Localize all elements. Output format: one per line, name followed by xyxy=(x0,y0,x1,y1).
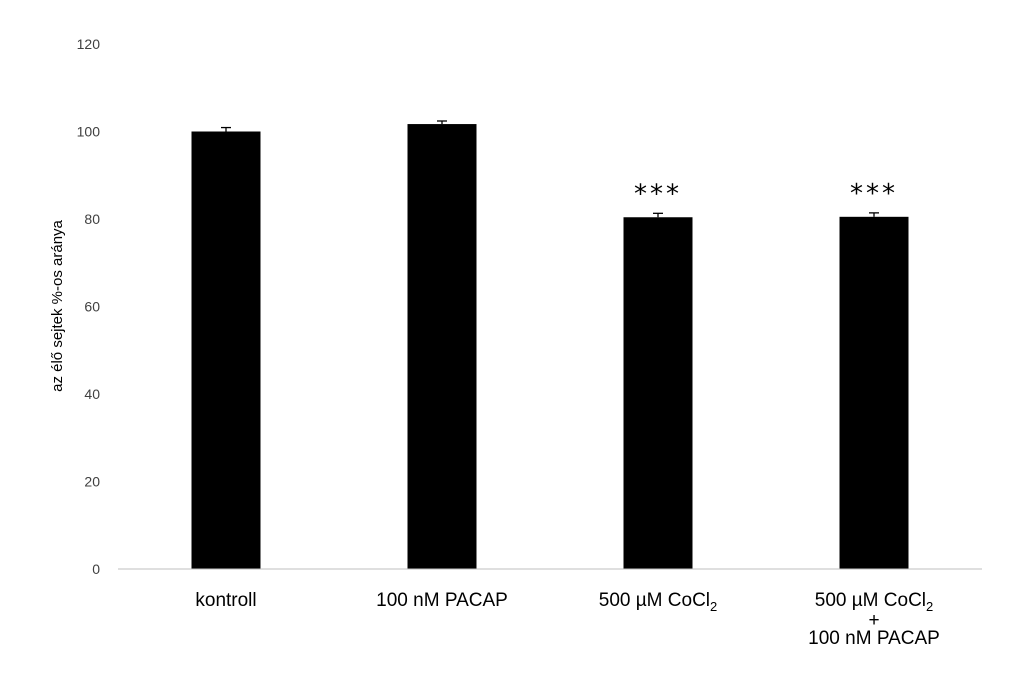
svg-text:500 µM CoCl2: 500 µM CoCl2 xyxy=(815,590,934,614)
y-tick-label: 40 xyxy=(84,386,100,402)
svg-text:500 µM CoCl2: 500 µM CoCl2 xyxy=(599,590,718,614)
y-tick-label: 80 xyxy=(84,211,100,227)
y-tick-label: 0 xyxy=(92,561,100,577)
svg-text:100 nM PACAP: 100 nM PACAP xyxy=(376,590,508,611)
svg-text:100 nM PACAP: 100 nM PACAP xyxy=(808,628,940,649)
bar xyxy=(839,216,909,569)
error-bar xyxy=(437,120,447,125)
error-bar xyxy=(869,212,879,217)
error-bar xyxy=(653,212,663,218)
bar xyxy=(623,217,693,569)
x-category-label: kontroll xyxy=(195,590,256,611)
bars xyxy=(191,124,909,569)
y-tick-label: 100 xyxy=(77,124,101,140)
bar xyxy=(191,131,261,569)
y-tick-label: 60 xyxy=(84,299,100,315)
svg-text:+: + xyxy=(868,610,879,631)
bar xyxy=(407,124,477,569)
x-category-label: 100 nM PACAP xyxy=(376,590,508,611)
y-tick-label: 120 xyxy=(77,36,101,52)
y-axis-label: az élő sejtek %-os aránya xyxy=(49,219,66,391)
y-tick-label: 20 xyxy=(84,474,100,490)
significance-markers: *** *** xyxy=(634,179,898,209)
error-bar xyxy=(221,126,231,132)
svg-text:kontroll: kontroll xyxy=(195,590,256,611)
error-bars xyxy=(221,120,879,218)
y-axis-ticks: 0 20 40 60 80 100 120 xyxy=(77,36,101,577)
x-axis-categories: kontroll 100 nM PACAP 500 µM CoCl2 500 µM C… xyxy=(195,590,939,649)
significance-label: *** xyxy=(634,179,682,209)
x-category-label: 500 µM CoCl2 xyxy=(599,590,718,614)
significance-label: *** xyxy=(850,179,898,209)
x-category-label: 500 µM CoCl2+100 nM PACAP xyxy=(808,590,940,649)
